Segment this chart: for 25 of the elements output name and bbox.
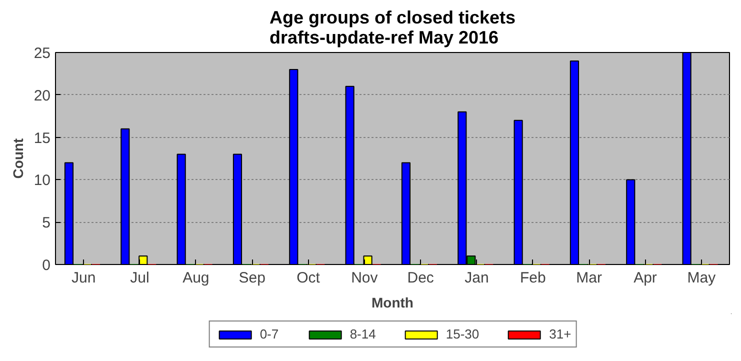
legend-label: 8-14 (350, 326, 376, 342)
x-tick-label: Sep (238, 270, 266, 286)
x-tick-label: May (687, 270, 716, 286)
x-tick-label: Feb (520, 270, 546, 286)
y-axis-title: Count (10, 138, 26, 179)
legend-label: 0-7 (260, 326, 280, 342)
x-tick-label: Jul (130, 270, 150, 286)
y-tick-label: 5 (42, 214, 50, 232)
y-tick-label: 0 (42, 257, 50, 274)
x-axis-title: Month (372, 294, 414, 310)
y-tick-label: 15 (34, 130, 51, 147)
x-tick-label: Oct (296, 270, 321, 286)
legend-label: 31+ (549, 326, 572, 342)
legend-label: 15-30 (446, 326, 480, 342)
y-tick-label: 25 (34, 45, 51, 62)
x-tick-label: Mar (576, 270, 602, 286)
x-tick-label: Apr (634, 270, 657, 286)
y-tick-label: 10 (34, 172, 51, 190)
y-tick-label: 20 (34, 87, 51, 104)
x-tick-label: Jun (71, 270, 96, 286)
chart-title: Age groups of closed tickets drafts-update-ref May 2016 (269, 8, 516, 48)
x-tick-label: Nov (351, 270, 378, 286)
x-tick-label: Dec (407, 270, 434, 286)
x-tick-label: Jan (464, 270, 489, 286)
x-tick-label: Aug (182, 270, 210, 286)
